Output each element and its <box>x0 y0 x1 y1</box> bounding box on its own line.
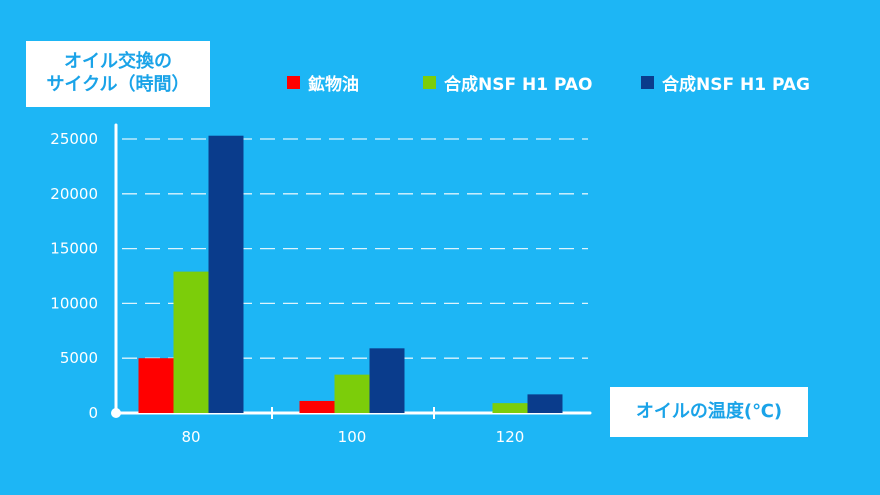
bar-120-3 <box>527 394 563 413</box>
legend-item-mineral-oil: 鉱物油 <box>287 70 359 95</box>
bar-100-3 <box>369 348 405 413</box>
legend-swatch-pag <box>641 76 654 89</box>
legend-label-pag: 合成NSF H1 PAG <box>662 75 810 95</box>
y-tick-label: 15000 <box>50 240 98 258</box>
y-axis-label-line-1: オイル交換の <box>64 51 172 72</box>
y-tick-label: 5000 <box>60 349 98 367</box>
y-axis-label-line-2: サイクル（時間） <box>46 74 190 95</box>
legend-item-pao: 合成NSF H1 PAO <box>423 70 592 95</box>
y-tick-label: 20000 <box>50 185 98 203</box>
legend-label-pao: 合成NSF H1 PAO <box>444 75 593 95</box>
bar-120-2 <box>492 403 528 413</box>
legend-swatch-mineral-oil <box>287 76 300 89</box>
y-tick-label: 10000 <box>50 294 98 312</box>
legend-swatch-pao <box>423 76 436 89</box>
x-axis-label: オイルの温度(℃) <box>610 387 808 437</box>
legend-item-pag: 合成NSF H1 PAG <box>641 70 810 95</box>
x-tick-label: 80 <box>181 428 200 446</box>
bar-80-2 <box>173 271 209 413</box>
y-tick-label: 25000 <box>50 130 98 148</box>
axis-origin-dot <box>111 408 121 418</box>
bar-80-1 <box>138 358 174 413</box>
bar-80-3 <box>208 135 244 413</box>
bar-100-1 <box>299 400 335 413</box>
x-tick-label: 120 <box>496 428 525 446</box>
x-tick-label: 100 <box>338 428 367 446</box>
bar-100-2 <box>334 374 370 413</box>
y-axis-label: オイル交換の サイクル（時間） <box>26 41 210 107</box>
y-tick-label: 0 <box>88 404 98 422</box>
legend-label-mineral-oil: 鉱物油 <box>308 75 359 95</box>
